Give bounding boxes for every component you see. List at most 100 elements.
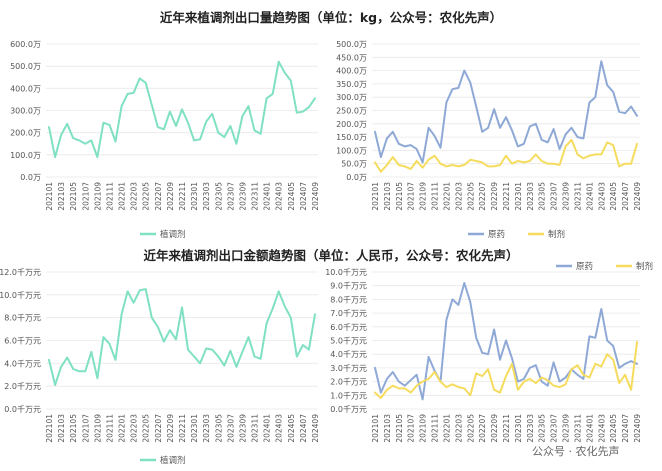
legend-label: 制剂 [636, 261, 653, 272]
y-tick-label: 10.0千万元 [325, 267, 367, 277]
x-tick-label: 202205 [142, 182, 151, 211]
x-tick-label: 202107 [81, 414, 90, 443]
y-tick-label: 10.0千万元 [0, 290, 41, 300]
x-tick-label: 202109 [93, 182, 102, 211]
x-tick-label: 202201 [442, 182, 451, 211]
x-tick-label: 202105 [395, 182, 404, 211]
x-tick-label: 202211 [178, 414, 187, 443]
x-tick-label: 202407 [621, 182, 630, 211]
y-tick-label: 300.0万 [336, 93, 367, 102]
y-tick-label: 4.0千万元 [330, 349, 367, 359]
x-tick-label: 202303 [526, 414, 535, 443]
x-tick-label: 202405 [287, 414, 296, 443]
x-tick-label: 202103 [383, 414, 392, 443]
x-tick-label: 202401 [263, 414, 272, 443]
x-tick-label: 202209 [490, 414, 499, 443]
y-tick-label: 12.0千万元 [0, 267, 41, 277]
x-tick-label: 202211 [502, 414, 511, 443]
x-tick-label: 202305 [214, 414, 223, 443]
bottom-title: 近年来植调剂出口金额趋势图（单位：人民币，公众号：农化先声） [143, 248, 518, 263]
y-tick-label: 0.0千万元 [330, 404, 367, 414]
y-tick-label: 0.0千万元 [4, 404, 41, 414]
x-tick-label: 202401 [263, 182, 272, 211]
x-tick-label: 202103 [57, 414, 66, 443]
x-tick-label: 202207 [154, 182, 163, 211]
x-tick-label: 202301 [190, 182, 199, 211]
x-tick-label: 202209 [490, 182, 499, 211]
x-tick-label: 202109 [419, 182, 428, 211]
top-title: 近年来植调剂出口量趋势图（单位：kg，公众号：农化先声） [160, 10, 502, 25]
y-tick-label: 300.0万 [10, 107, 41, 116]
y-tick-label: 0.0万 [20, 173, 41, 182]
y-tick-label: 400.0万 [336, 67, 367, 76]
legend-label: 原药 [488, 229, 505, 240]
x-tick-label: 202105 [69, 414, 78, 443]
y-tick-label: 7.0千万元 [330, 308, 367, 318]
x-tick-label: 202109 [419, 414, 428, 443]
y-tick-label: 200.0万 [10, 129, 41, 138]
x-tick-label: 202209 [166, 414, 175, 443]
x-tick-label: 202309 [238, 182, 247, 211]
x-tick-label: 202303 [526, 182, 535, 211]
y-tick-label: 0.0万 [346, 173, 367, 182]
x-tick-label: 202209 [166, 182, 175, 211]
x-tick-label: 202107 [81, 182, 90, 211]
y-tick-label: 2.0千万元 [4, 381, 41, 391]
x-tick-label: 202409 [633, 414, 642, 443]
x-tick-label: 202111 [105, 182, 114, 211]
x-tick-label: 202405 [609, 414, 618, 443]
legend-label: 植调剂 [160, 455, 186, 466]
x-tick-label: 202403 [275, 182, 284, 211]
x-tick-label: 202311 [251, 182, 260, 211]
legend-label: 植调剂 [160, 229, 186, 240]
x-tick-label: 202301 [190, 414, 199, 443]
x-tick-label: 202203 [130, 414, 139, 443]
series-line-原药 [374, 282, 638, 401]
x-tick-label: 202409 [633, 182, 642, 211]
y-tick-label: 6.0千万元 [330, 322, 367, 332]
x-tick-label: 202107 [407, 182, 416, 211]
y-tick-label: 8.0千万元 [4, 313, 41, 323]
x-tick-label: 202303 [202, 414, 211, 443]
y-tick-label: 150.0万 [336, 133, 367, 142]
x-tick-label: 202203 [130, 182, 139, 211]
x-tick-label: 202205 [466, 414, 475, 443]
y-tick-label: 500.0万 [10, 62, 41, 71]
x-tick-label: 202301 [514, 414, 523, 443]
chart-export-volume-total: 0.0万 100.0万 200.0万 300.0万 400.0万 500.0万 600.0万… [10, 40, 320, 240]
y-tick-label: 600.0万 [10, 40, 41, 49]
y-tick-label: 200.0万 [336, 120, 367, 129]
x-tick-label: 202203 [454, 414, 463, 443]
watermark-text: 公众号 · 农化先声 [532, 444, 620, 458]
y-tick-label: 2.0千万元 [330, 377, 367, 387]
x-tick-label: 202305 [538, 414, 547, 443]
x-tick-label: 202101 [45, 182, 54, 211]
x-tick-label: 202309 [562, 414, 571, 443]
x-tick-label: 202101 [45, 414, 54, 443]
y-tick-label: 100.0万 [10, 151, 41, 160]
series-line-植调剂 [48, 288, 316, 386]
x-tick-label: 202201 [118, 182, 127, 211]
x-tick-label: 202307 [226, 414, 235, 443]
x-tick-label: 202403 [597, 414, 606, 443]
x-tick-label: 202305 [214, 182, 223, 211]
x-tick-label: 202301 [514, 182, 523, 211]
x-tick-label: 202101 [371, 414, 380, 443]
y-tick-label: 6.0千万元 [4, 336, 41, 346]
x-tick-label: 202401 [585, 414, 594, 443]
x-tick-label: 202201 [442, 414, 451, 443]
x-tick-label: 202401 [585, 182, 594, 211]
x-tick-label: 202307 [226, 182, 235, 211]
series-line-制剂 [374, 340, 638, 399]
x-tick-label: 202203 [454, 182, 463, 211]
x-tick-label: 202101 [371, 182, 380, 211]
x-tick-label: 202409 [311, 414, 320, 443]
x-tick-label: 202307 [550, 414, 559, 443]
x-tick-label: 202211 [502, 182, 511, 211]
x-tick-label: 202207 [478, 182, 487, 211]
x-tick-label: 202407 [299, 182, 308, 211]
y-tick-label: 3.0千万元 [330, 363, 367, 373]
series-line-制剂 [374, 138, 638, 173]
x-tick-label: 202205 [466, 182, 475, 211]
